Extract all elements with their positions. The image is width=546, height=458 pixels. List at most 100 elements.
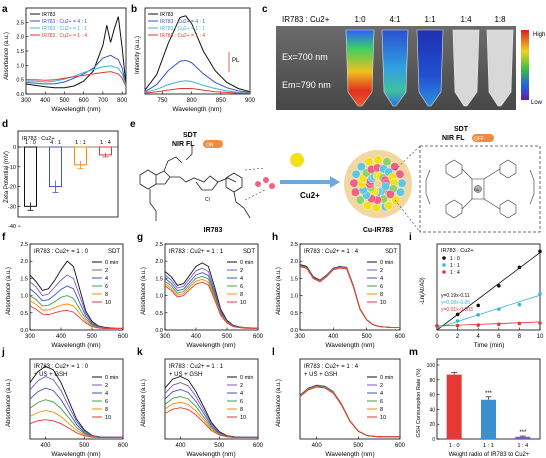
x-tick-label: 600 xyxy=(79,98,90,104)
y-tick-label: 0.0 xyxy=(155,328,163,334)
series-line xyxy=(25,16,127,89)
legend-item: IR783 : Cu2+ = 1 : 1 xyxy=(160,26,205,32)
y-tick-label: 1.5 xyxy=(16,49,24,55)
series-line xyxy=(299,266,400,329)
legend-item: 10 xyxy=(105,300,111,306)
chart-title: IR783 : Cu2+ = 1 : 1 xyxy=(169,249,224,255)
x-axis-label: Wavelength (nm) xyxy=(51,106,100,113)
y-axis-label: GSH Consumption Rate (%) xyxy=(416,368,422,437)
particle-unit xyxy=(391,195,401,205)
x-tick-label: 500 xyxy=(59,98,70,104)
on-switch xyxy=(203,140,223,148)
legend-item: 6 xyxy=(380,399,383,405)
panel-g: IR783 : Cu2+ = 1 : 1 SDT Absorbance (a.u… xyxy=(141,242,264,349)
y-axis-label: Absorbance (a.u.) xyxy=(141,379,147,427)
panel-letter-j: j xyxy=(1,347,5,358)
bar xyxy=(24,146,37,207)
plot-frame xyxy=(299,243,401,331)
chart-subtitle: + US + GSH xyxy=(304,372,337,378)
sdt-label: SDT xyxy=(243,249,255,255)
x-tick-label: 900 xyxy=(245,98,256,104)
data-point xyxy=(455,323,460,328)
data-point xyxy=(497,307,501,311)
y-tick-label: 0.0 xyxy=(20,328,28,334)
y-axis-label: Absorbance (a.u.) xyxy=(141,267,147,315)
cu-complex-structure xyxy=(425,159,535,219)
legend-item: IR783 : Cu2+ = 4 : 1 xyxy=(42,19,87,25)
fit-eq-1-1: y=0.08x-0.05 xyxy=(441,300,470,306)
y-tick-label: 0.0 xyxy=(290,328,298,334)
fit-line xyxy=(436,321,541,327)
x-axis-label: Wavelength (nm) xyxy=(325,451,374,458)
excitation-label: Ex=700 nm xyxy=(282,52,328,62)
legend-item: 10 xyxy=(105,415,111,421)
panel-i: IR783 : Cu2+ -Ln(At/A0) Time (min) 0 2 4 6 8… xyxy=(420,243,544,349)
sdt-on-label: SDT xyxy=(183,132,198,139)
y-tick-label: 2.0 xyxy=(290,259,298,265)
bar xyxy=(515,436,531,439)
bar xyxy=(446,374,462,439)
data-point xyxy=(497,283,501,288)
legend-item: 0 min xyxy=(240,375,253,381)
x-tick-label: 850 xyxy=(216,98,227,104)
plot-frame xyxy=(436,243,541,331)
x-tick-label: 400 xyxy=(175,443,186,449)
y-tick-label: 0.5 xyxy=(155,311,163,317)
panel-letter-g: g xyxy=(137,232,143,243)
chart-subtitle: + US + GSH xyxy=(169,372,202,378)
legend-item: 4 xyxy=(380,391,383,397)
ir783-label: IR783 xyxy=(204,227,223,234)
series-line xyxy=(299,264,400,329)
series-line xyxy=(299,265,400,329)
series-line xyxy=(299,385,400,438)
pl-annotation: PL xyxy=(232,58,240,64)
legend: 1 : 0 1 : 1 1 : 4 xyxy=(442,256,460,276)
x-tick-label: 600 xyxy=(395,334,406,340)
category-label: 1 : 1 xyxy=(483,443,494,449)
series-line xyxy=(29,305,123,330)
legend-item: 2 xyxy=(380,268,383,274)
legend-item: 2 xyxy=(380,383,383,389)
legend-item: 2 xyxy=(240,383,243,389)
y-axis-label: Absorbance (a.u.) xyxy=(4,32,10,80)
category-label: 1 : 0 xyxy=(25,140,36,146)
plot-frame xyxy=(17,130,119,218)
panel-letter-h: h xyxy=(272,232,278,243)
series-line xyxy=(29,376,123,438)
x-tick-label: 400 xyxy=(40,98,51,104)
category-label: 4 : 1 xyxy=(50,140,61,146)
legend-item: 4 xyxy=(240,276,243,282)
legend-item: 6 xyxy=(380,284,383,290)
fit-eq-1-4: y=0.01x-0.003 xyxy=(441,307,473,313)
x-tick-label: 500 xyxy=(353,443,364,449)
legend: IR783 IR783 : Cu2+ = 4 : 1 IR783 : Cu2+ … xyxy=(148,12,205,39)
x-axis-label: Wavelength (nm) xyxy=(186,451,235,458)
series-line xyxy=(299,384,400,438)
y-axis-label: Intensity (a.u.) xyxy=(135,36,141,74)
particle-unit xyxy=(385,189,395,199)
series-line xyxy=(299,385,400,438)
y-tick-label: 2.0 xyxy=(16,35,24,41)
x-tick-label: 4 xyxy=(477,334,481,340)
legend-item: 1 : 4 xyxy=(450,270,460,276)
legend-item: 6 xyxy=(105,284,108,290)
data-point xyxy=(538,292,542,296)
ir783-particle xyxy=(269,183,275,189)
color-scale-bar xyxy=(521,30,529,100)
x-tick-label: 300 xyxy=(21,98,32,104)
y-tick-label: 0 xyxy=(432,437,435,443)
x-tick-label: 10 xyxy=(537,334,544,340)
particle-unit xyxy=(364,157,374,167)
y-tick-label: 2.0 xyxy=(155,259,163,265)
particle-unit xyxy=(371,203,381,213)
chart-title: IR783 : Cu2+ = 1 : 0 xyxy=(34,364,89,370)
tube-1-4 xyxy=(452,29,480,107)
legend-item: 0 min xyxy=(240,260,253,266)
data-point xyxy=(476,303,481,308)
y-tick-label: 0 xyxy=(13,145,16,151)
panel-e: SDT NIR FL ON Cl IR783 Cu2+ Cu-IR78 xyxy=(139,126,541,234)
legend-item: 1 : 0 xyxy=(450,256,460,262)
ir783-molecule xyxy=(139,146,251,221)
legend-item: 10 xyxy=(240,300,246,306)
x-tick-label: 6 xyxy=(497,334,501,340)
